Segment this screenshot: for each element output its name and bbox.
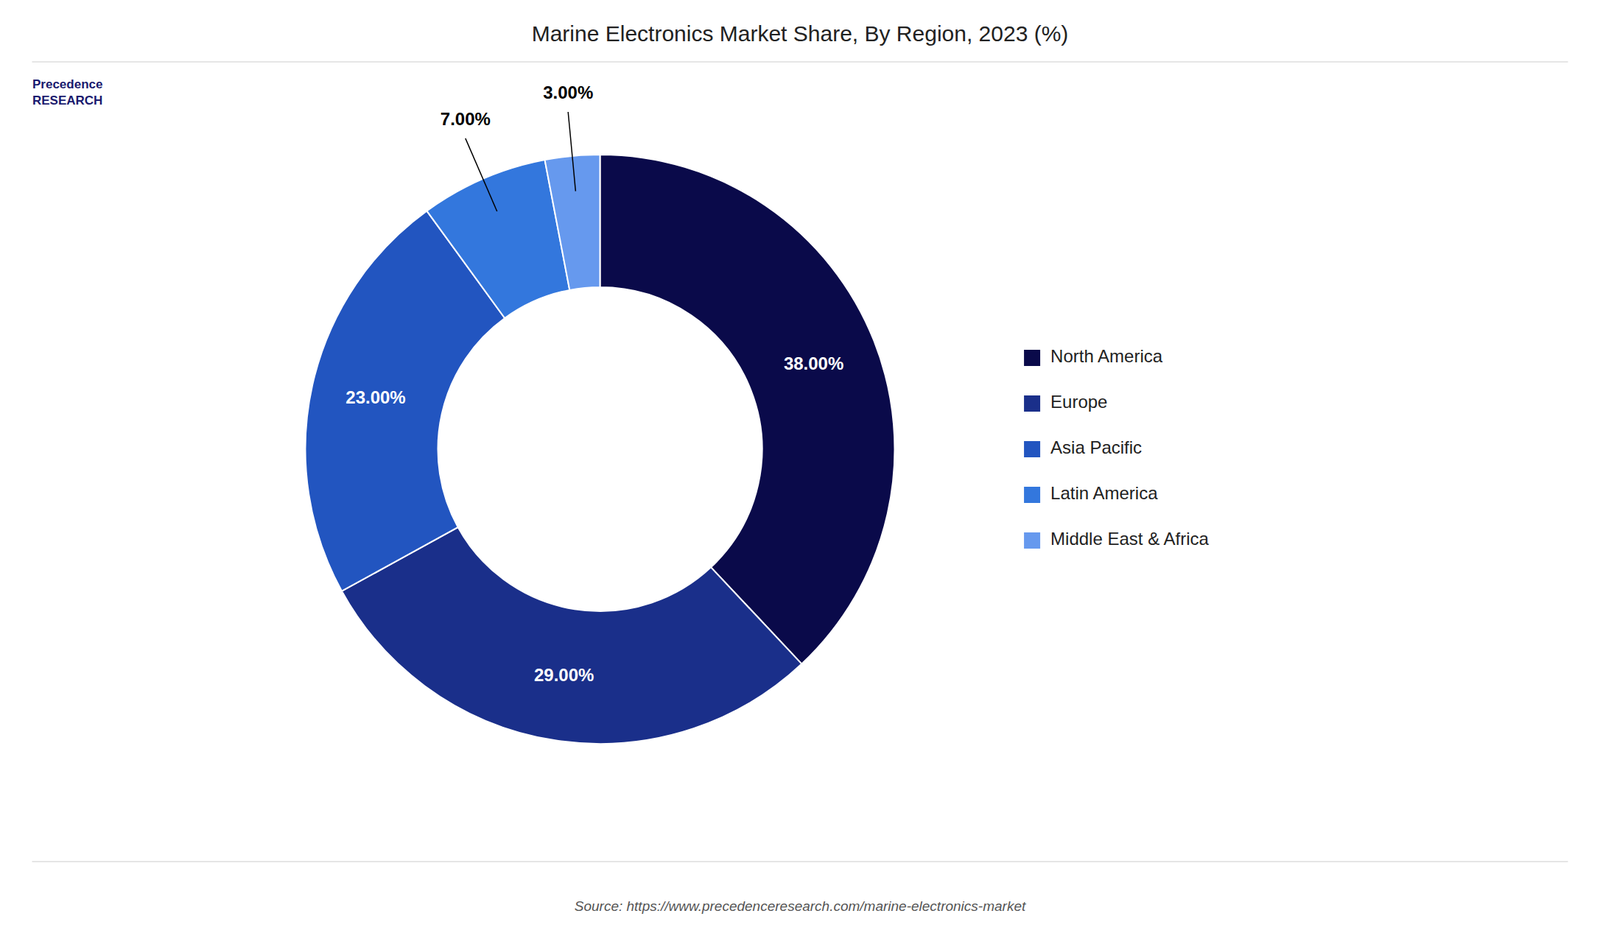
- logo-text: RESEARCH: [32, 93, 103, 108]
- legend-swatch: [1023, 395, 1041, 412]
- legend-label: North America: [1050, 346, 1164, 367]
- source-text: Source: https://www.precedenceresearch.c…: [574, 898, 1027, 915]
- legend-swatch: [1023, 441, 1041, 458]
- data-label: 3.00%: [542, 82, 594, 103]
- legend-item: Europe: [1023, 391, 1108, 412]
- legend-label: Middle East & Africa: [1050, 528, 1209, 549]
- legend-swatch: [1023, 532, 1041, 549]
- data-label: 7.00%: [440, 109, 491, 129]
- data-label: 29.00%: [534, 665, 594, 686]
- legend-label: Latin America: [1050, 483, 1159, 504]
- legend-label: Europe: [1050, 391, 1108, 412]
- legend-item: North America: [1023, 346, 1164, 367]
- data-label: 23.00%: [345, 387, 406, 408]
- legend-item: Asia Pacific: [1023, 437, 1142, 458]
- donut-slice: [545, 154, 601, 291]
- data-label: 38.00%: [783, 352, 844, 373]
- data-labels: 38.00% 29.00% 23.00% 7.00% 3.00%: [345, 82, 844, 685]
- donut-slice: [426, 159, 570, 319]
- leader-line: [567, 111, 576, 192]
- top-separator: [31, 61, 1568, 63]
- logo-text: Precedence: [32, 77, 103, 92]
- legend-item: Middle East & Africa: [1023, 528, 1209, 549]
- bottom-separator: [31, 861, 1568, 863]
- donut-slice: [341, 527, 802, 745]
- legend-swatch: [1023, 486, 1041, 504]
- legend: North America Europe Asia Pacific Latin Ame…: [1023, 346, 1209, 549]
- chart-svg: Marine Electronics Market Share, By Regi…: [0, 0, 1600, 947]
- donut: [304, 154, 895, 745]
- chart-title: Marine Electronics Market Share, By Regi…: [531, 21, 1069, 46]
- legend-swatch: [1023, 349, 1041, 367]
- legend-item: Latin America: [1023, 483, 1159, 504]
- legend-label: Asia Pacific: [1050, 437, 1142, 458]
- leader-line: [465, 138, 498, 212]
- donut-slice: [600, 154, 896, 665]
